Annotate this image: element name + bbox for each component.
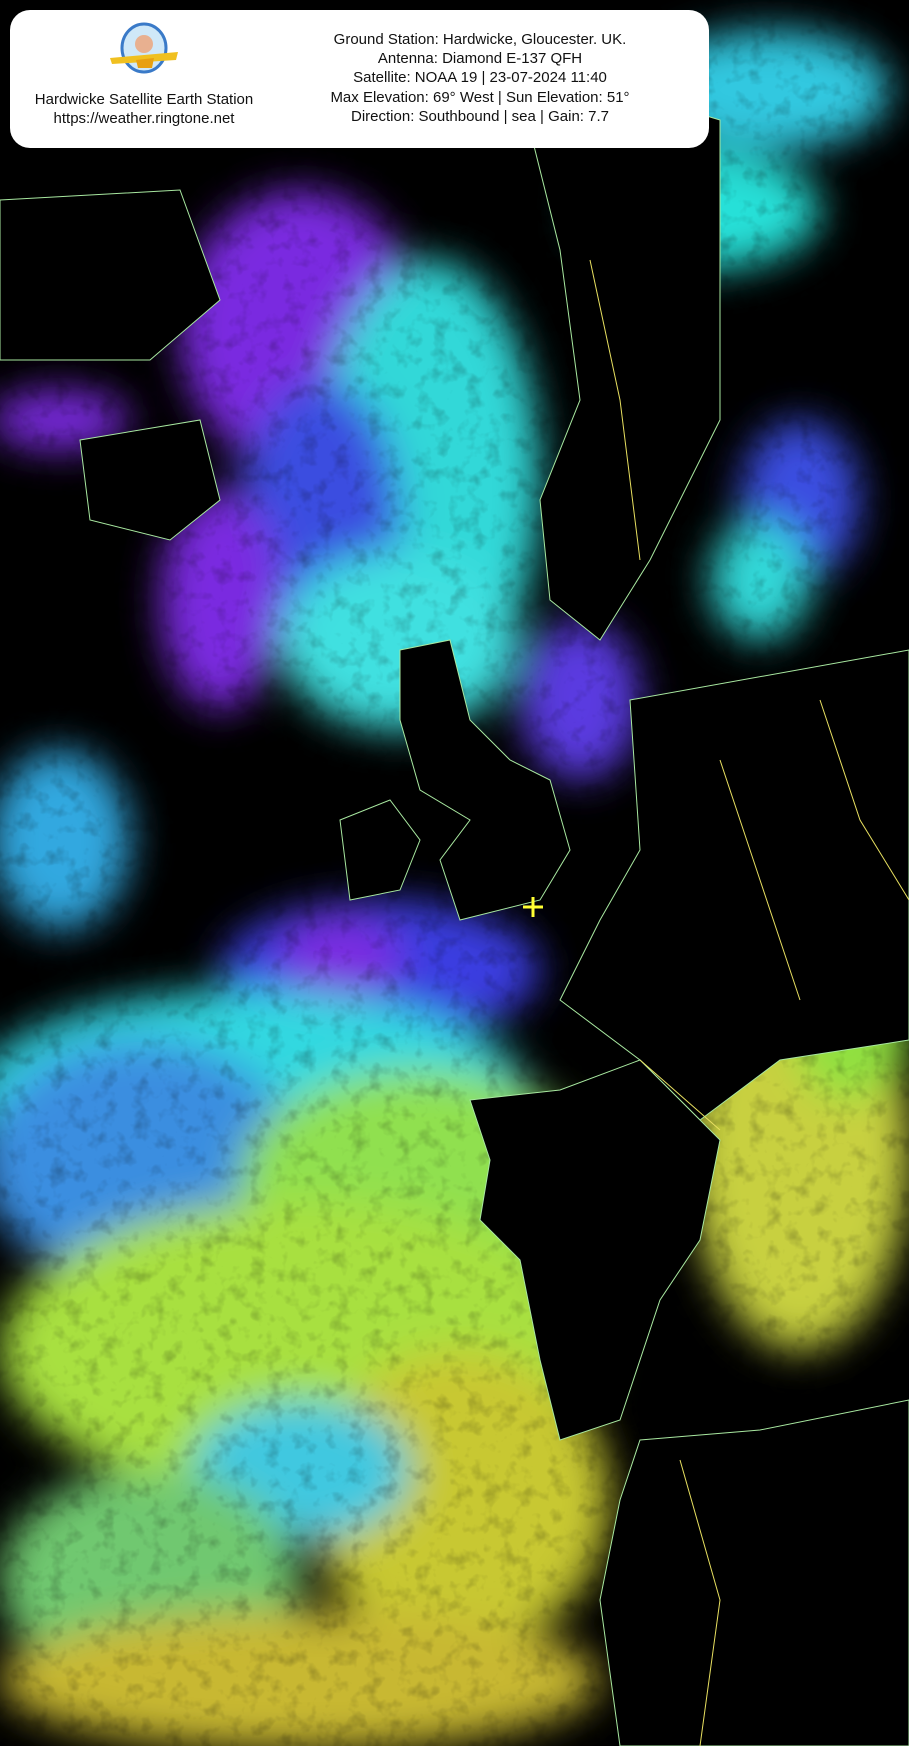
land-masses — [0, 89, 909, 1746]
elevation-line: Max Elevation: 69° West | Sun Elevation:… — [330, 88, 630, 106]
station-logo — [110, 22, 178, 74]
direction-line: Direction: Southbound | sea | Gain: 7.7 — [351, 107, 609, 125]
antenna-line: Antenna: Diamond E-137 QFH — [377, 50, 583, 68]
country-borders — [589, 259, 909, 1746]
ground-station-line: Ground Station: Hardwicke, Gloucester. U… — [333, 31, 627, 48]
station-block: Hardwicke Satellite Earth Station https:… — [24, 22, 264, 128]
satellite-line: Satellite: NOAA 19 | 23-07-2024 11:40 — [353, 69, 607, 87]
crosshair-icon — [523, 897, 543, 917]
station-url-link[interactable]: https://weather.ringtone.net — [53, 110, 235, 127]
pass-details: Ground Station: Hardwicke, Gloucester. U… — [270, 30, 690, 126]
info-panel: Hardwicke Satellite Earth Station https:… — [10, 10, 709, 148]
station-name: Hardwicke Satellite Earth Station — [34, 91, 254, 108]
